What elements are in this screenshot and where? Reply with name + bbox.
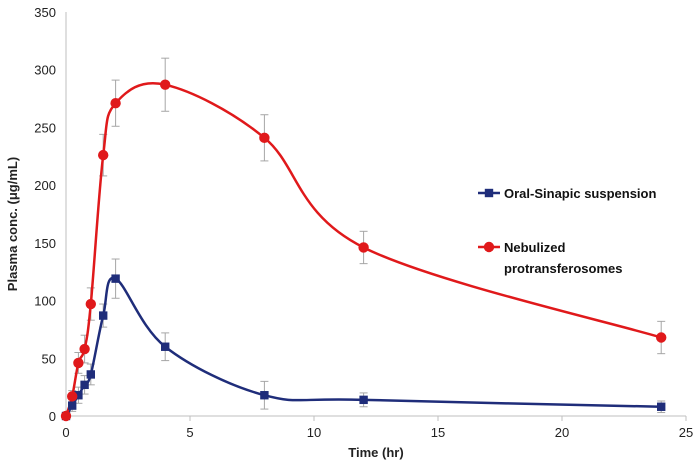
data-point <box>161 342 170 351</box>
data-point <box>656 332 667 343</box>
legend-swatch-marker <box>483 241 495 253</box>
data-point <box>74 391 83 400</box>
data-point <box>260 391 269 400</box>
data-point <box>359 395 368 405</box>
y-tick-label: 150 <box>34 236 56 251</box>
y-tick-label: 300 <box>34 63 56 78</box>
data-point <box>86 370 95 379</box>
x-tick-label: 25 <box>679 425 693 440</box>
data-point <box>259 132 270 144</box>
x-tick-label: 0 <box>62 425 69 440</box>
y-tick-label: 200 <box>34 178 56 193</box>
data-point <box>68 401 77 410</box>
data-point <box>657 402 666 411</box>
data-point <box>358 242 369 253</box>
legend: Oral-Sinapic suspension Nebulized protrans… <box>478 186 656 276</box>
y-tick-label: 100 <box>34 294 56 309</box>
x-tick-label: 5 <box>186 425 193 440</box>
x-tick-label: 10 <box>307 425 321 440</box>
y-tick-label: 50 <box>42 351 56 366</box>
data-point <box>79 343 90 355</box>
axes-layer <box>65 12 687 421</box>
data-point <box>110 97 121 109</box>
legend-label: protransferosomes <box>504 261 622 276</box>
y-tick-label: 250 <box>34 120 56 135</box>
x-tick-label: 20 <box>555 425 569 440</box>
data-point <box>98 149 109 161</box>
y-tick-label: 350 <box>34 5 56 20</box>
data-point <box>67 391 78 402</box>
x-axis-title: Time (hr) <box>348 445 403 460</box>
x-tick-label: 15 <box>431 425 445 440</box>
data-point <box>73 357 84 369</box>
y-tick-label: 0 <box>49 409 56 424</box>
legend-swatch-marker <box>484 188 494 198</box>
y-axis-title: Plasma conc. (μg/mL) <box>5 157 20 291</box>
legend-label: Nebulized <box>504 240 565 255</box>
data-point <box>111 274 120 283</box>
series-markers <box>60 79 667 422</box>
data-point <box>60 410 72 422</box>
legend-label: Oral-Sinapic suspension <box>504 186 656 201</box>
data-point <box>85 298 97 310</box>
data-point <box>99 311 108 320</box>
axis-labels: 0 50 100 150 200 250 300 350 0 5 10 15 20 25 Time (hr)… <box>5 5 693 460</box>
data-point <box>160 79 171 90</box>
data-point <box>80 380 89 390</box>
error-bars <box>68 57 666 414</box>
